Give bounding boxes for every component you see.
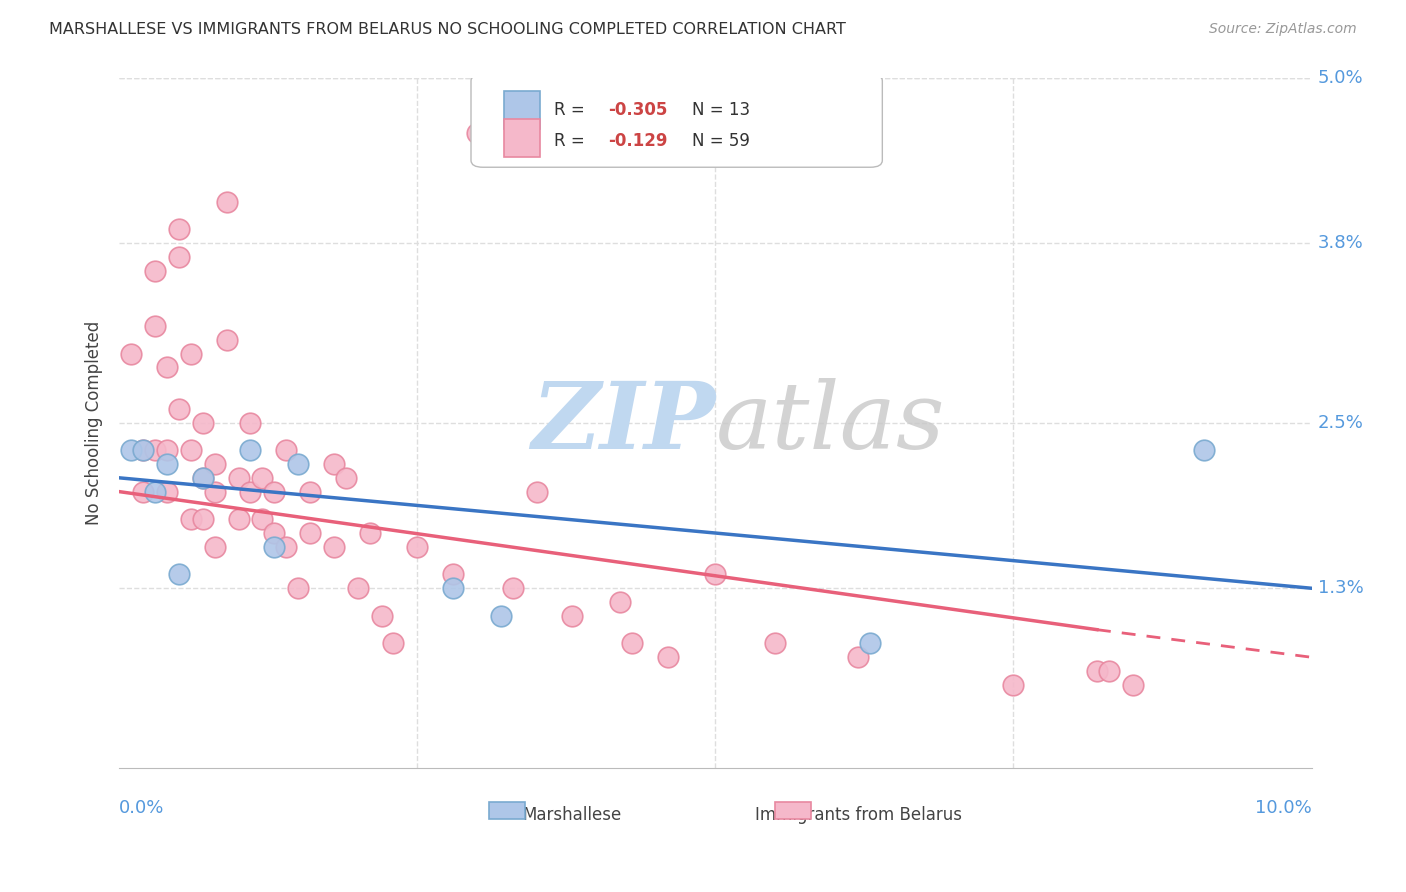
Point [620, 636, 643, 650]
Y-axis label: No Schooling Completed: No Schooling Completed [86, 320, 103, 524]
Point [156, 360, 179, 375]
Text: 1.3%: 1.3% [1317, 579, 1364, 598]
Point [526, 484, 548, 499]
Point [263, 540, 285, 554]
Point [143, 484, 166, 499]
Point [191, 471, 214, 485]
Point [167, 401, 190, 416]
Bar [489, 802, 524, 820]
Point [120, 346, 142, 360]
Text: Immigrants from Belarus: Immigrants from Belarus [755, 805, 962, 823]
Text: -0.305: -0.305 [609, 101, 668, 119]
Point [299, 484, 322, 499]
Text: 2.5%: 2.5% [1317, 414, 1364, 432]
Text: 10.0%: 10.0% [1254, 798, 1312, 817]
Text: N = 59: N = 59 [692, 132, 749, 150]
Point [204, 484, 226, 499]
Point [276, 540, 298, 554]
Point [156, 484, 179, 499]
Point [441, 567, 464, 582]
Point [287, 457, 309, 471]
Text: -0.129: -0.129 [609, 132, 668, 150]
Text: Source: ZipAtlas.com: Source: ZipAtlas.com [1209, 22, 1357, 37]
Point [322, 540, 344, 554]
Point [406, 540, 429, 554]
Point [228, 512, 250, 526]
Point [370, 608, 392, 623]
Point [132, 443, 155, 458]
Point [204, 457, 226, 471]
Point [1194, 443, 1216, 458]
Point [239, 416, 262, 430]
Point [465, 126, 488, 140]
Point [704, 567, 727, 582]
Point [441, 581, 464, 595]
Point [1122, 678, 1144, 692]
Point [382, 636, 405, 650]
FancyBboxPatch shape [471, 74, 883, 167]
Point [561, 608, 583, 623]
Point [167, 222, 190, 236]
Point [763, 636, 786, 650]
Point [156, 457, 179, 471]
Point [848, 650, 870, 665]
Point [132, 443, 155, 458]
Point [204, 540, 226, 554]
Point [215, 194, 238, 209]
Text: 5.0%: 5.0% [1317, 69, 1364, 87]
Point [120, 443, 142, 458]
Point [346, 581, 368, 595]
Bar [505, 119, 540, 157]
Point [276, 443, 298, 458]
Point [191, 416, 214, 430]
Point [167, 567, 190, 582]
Point [657, 650, 679, 665]
Text: N = 13: N = 13 [692, 101, 749, 119]
Point [143, 264, 166, 278]
Point [502, 581, 524, 595]
Point [180, 512, 202, 526]
Point [489, 608, 512, 623]
Bar [775, 802, 811, 820]
Point [252, 512, 274, 526]
Point [335, 471, 357, 485]
Point [180, 443, 202, 458]
Point [143, 318, 166, 333]
Point [322, 457, 344, 471]
Point [1002, 678, 1025, 692]
Point [1098, 664, 1121, 678]
Bar [505, 91, 540, 129]
Point [132, 484, 155, 499]
Point [180, 346, 202, 360]
Point [299, 526, 322, 541]
Point [191, 471, 214, 485]
Point [228, 471, 250, 485]
Text: atlas: atlas [716, 377, 945, 467]
Text: ZIP: ZIP [531, 377, 716, 467]
Point [263, 484, 285, 499]
Text: 0.0%: 0.0% [120, 798, 165, 817]
Point [215, 333, 238, 347]
Text: 3.8%: 3.8% [1317, 235, 1364, 252]
Point [859, 636, 882, 650]
Point [252, 471, 274, 485]
Point [167, 250, 190, 264]
Point [143, 443, 166, 458]
Point [156, 443, 179, 458]
Text: R =: R = [554, 132, 596, 150]
Point [609, 595, 631, 609]
Point [239, 484, 262, 499]
Point [1085, 664, 1108, 678]
Point [287, 581, 309, 595]
Point [239, 443, 262, 458]
Point [359, 526, 381, 541]
Text: MARSHALLESE VS IMMIGRANTS FROM BELARUS NO SCHOOLING COMPLETED CORRELATION CHART: MARSHALLESE VS IMMIGRANTS FROM BELARUS N… [49, 22, 846, 37]
Point [191, 512, 214, 526]
Point [263, 526, 285, 541]
Text: R =: R = [554, 101, 591, 119]
Text: Marshallese: Marshallese [523, 805, 621, 823]
